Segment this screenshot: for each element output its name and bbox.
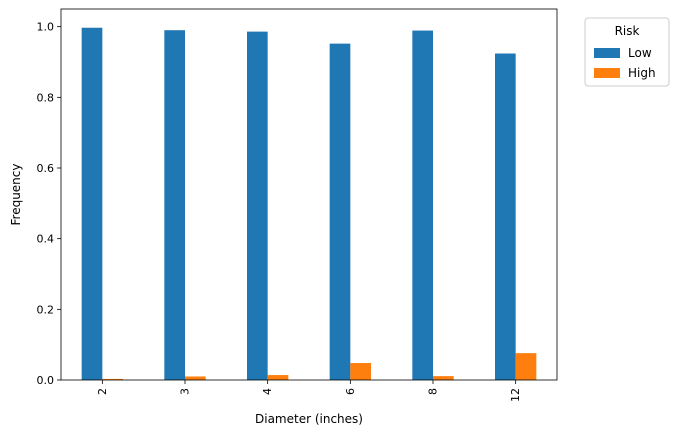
x-tick-label: 8 [427, 388, 440, 395]
y-tick-label: 1.0 [37, 21, 55, 34]
plot-frame [60, 8, 558, 381]
y-tick-label: 0.6 [37, 162, 55, 175]
bars-layer [81, 27, 537, 381]
legend-swatch-high [594, 68, 620, 78]
bar-low-8 [412, 30, 433, 380]
x-tick-label: 2 [96, 388, 109, 395]
legend: Risk Low High [584, 17, 670, 87]
bar-high-4 [267, 375, 289, 380]
y-tick-label: 0.8 [37, 91, 55, 104]
bar-high-8 [433, 376, 454, 380]
bar-high-12 [515, 353, 537, 380]
x-tick-label: 12 [509, 388, 522, 402]
x-tick-label: 6 [344, 388, 357, 395]
x-axis: 2 3 4 6 8 12 [96, 380, 522, 402]
x-axis-label: Diameter (inches) [255, 412, 363, 426]
legend-title: Risk [615, 24, 640, 38]
bar-low-4 [247, 31, 268, 380]
bar-high-2 [102, 378, 123, 380]
y-axis-label: Frequency [9, 164, 23, 226]
bar-low-6 [329, 43, 351, 380]
y-axis: 0.0 0.2 0.4 0.6 0.8 1.0 [37, 21, 61, 387]
bar-high-6 [350, 363, 371, 380]
y-tick-label: 0.4 [37, 233, 55, 246]
y-tick-label: 0.0 [37, 374, 55, 387]
legend-label-low: Low [628, 46, 652, 60]
bar-high-3 [185, 376, 206, 380]
y-tick-label: 0.2 [37, 303, 55, 316]
bar-low-12 [495, 53, 516, 381]
legend-swatch-low [594, 48, 620, 58]
bar-low-2 [81, 27, 103, 381]
x-tick-label: 4 [261, 388, 274, 395]
x-tick-label: 3 [179, 388, 192, 395]
bar-low-3 [164, 30, 185, 380]
legend-label-high: High [628, 66, 656, 80]
